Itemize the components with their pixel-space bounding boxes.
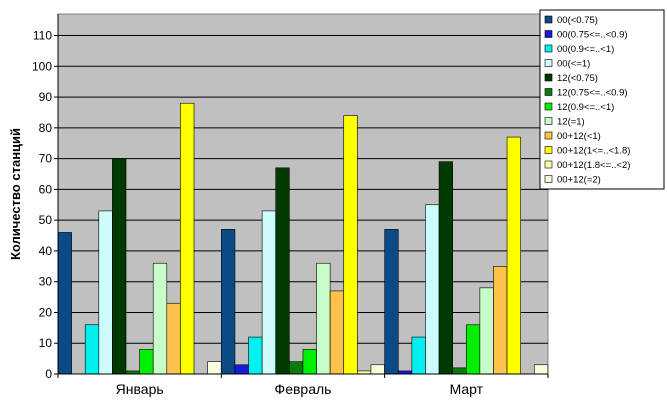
bar (533, 364, 549, 375)
gridlines (58, 35, 548, 344)
legend-label: 00+12(<1) (557, 131, 601, 142)
y-tick-label: 80 (39, 121, 53, 135)
legend-label: 12(=1) (557, 117, 585, 128)
bar (98, 210, 113, 375)
legend-label: 00+12(1.8<=..<2) (557, 160, 630, 171)
legend-swatch (544, 102, 553, 111)
bar (329, 290, 345, 375)
bar (139, 349, 154, 375)
bar (302, 349, 317, 375)
bar (479, 287, 494, 375)
legend-label: 00(<=1) (557, 59, 590, 70)
bar (221, 229, 236, 375)
bar (384, 229, 399, 375)
y-tick-label: 10 (39, 336, 53, 350)
legend-box (539, 9, 665, 190)
y-tick-label: 0 (45, 367, 52, 381)
y-tick-label: 60 (39, 182, 53, 196)
legend-swatch (544, 146, 553, 154)
legend-label: 12(0.75<=..<0.9) (557, 88, 628, 99)
bar (166, 302, 181, 375)
x-tick-label: Март (450, 381, 484, 397)
plot-area (57, 13, 549, 375)
y-tick-label: 100 (32, 59, 52, 73)
bar (370, 364, 385, 375)
legend-swatch (544, 175, 553, 183)
y-tick-label: 40 (39, 244, 53, 258)
legend-label: 12(<0.75) (557, 73, 598, 84)
bar (465, 324, 481, 375)
legend-label: 00+12(=2) (557, 175, 601, 186)
y-tick-label: 70 (39, 152, 53, 166)
x-axis-categories: Январь Февраль Март (57, 374, 549, 397)
y-tick-label: 20 (39, 305, 53, 319)
bar (112, 158, 127, 375)
bar (180, 102, 195, 375)
bar (275, 167, 290, 375)
x-tick-label: Февраль (275, 381, 332, 397)
bar (289, 361, 304, 375)
bar (438, 161, 453, 375)
legend-swatch (544, 59, 553, 67)
bar (343, 115, 358, 375)
x-tick-label: Январь (116, 381, 164, 397)
bar (425, 204, 440, 375)
bar (234, 364, 249, 375)
legend-swatch (544, 88, 553, 96)
y-tick-label: 30 (39, 275, 53, 289)
y-tick-label: 50 (39, 213, 53, 227)
bar (261, 210, 277, 375)
bar (207, 361, 222, 375)
legend-swatch (544, 44, 553, 53)
y-tick-label: 90 (39, 90, 53, 104)
bar (57, 232, 72, 375)
bar (506, 136, 521, 375)
legend-label: 12(0.9<=..<1) (557, 102, 614, 113)
legend-label: 00(0.75<=..<0.9) (557, 30, 628, 41)
legend-label: 00(0.9<=..<1) (557, 44, 614, 55)
bar (493, 266, 508, 375)
legend-label: 00+12(1<=..<1.8) (557, 146, 630, 157)
bar (316, 262, 331, 375)
bar (411, 336, 426, 375)
y-tick-label: 110 (33, 29, 52, 43)
legend-swatch (544, 30, 553, 38)
bar (152, 262, 168, 375)
legend: 00(<0.75) 00(0.75<=..<0.9) 00(0.9<=..<1) 00… (539, 9, 665, 190)
bar (248, 336, 263, 375)
legend-swatch (544, 131, 553, 140)
legend-swatch (544, 73, 553, 82)
legend-swatch (544, 15, 553, 24)
legend-swatch (544, 117, 553, 125)
bar (452, 367, 467, 375)
legend-swatch (544, 160, 553, 169)
y-axis-ticks: 0 10 20 30 40 50 60 70 80 90 100 110 (32, 29, 58, 381)
legend-label: 00(<0.75) (557, 15, 598, 26)
bar (84, 324, 100, 375)
y-axis-label: Количество станций (8, 128, 23, 260)
